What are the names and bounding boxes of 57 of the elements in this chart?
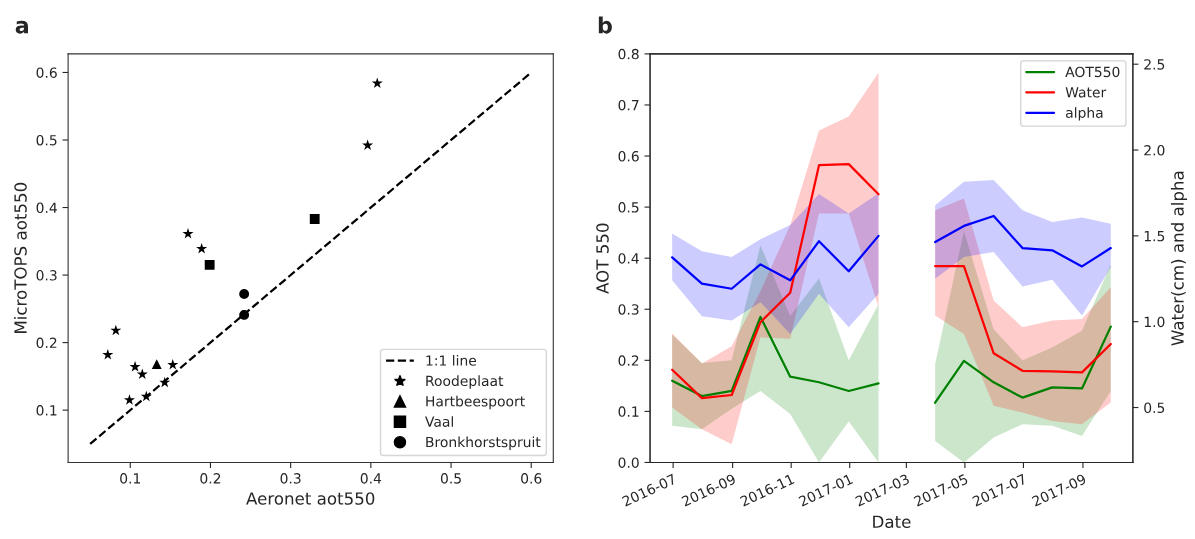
y2-tick-label: 2.5 [1144, 59, 1165, 70]
x-tick-label: 0.4 [360, 473, 382, 484]
x-tick-label: 0.2 [200, 473, 221, 484]
y2-axis-title: Water(cm) and alpha [1170, 171, 1188, 346]
y-tick-label: 0.5 [36, 134, 57, 146]
point [123, 394, 135, 405]
y-tick-label: 0.1 [618, 406, 639, 417]
y-tick-label: 0.8 [618, 48, 639, 60]
legend-label: AOT550 [1065, 66, 1120, 78]
point [362, 139, 374, 151]
y-tick-label: 0.3 [36, 270, 57, 281]
y-tick-label: 0.7 [618, 99, 639, 111]
point [140, 390, 152, 402]
y2-tick-label: 0.5 [1144, 402, 1165, 413]
point [371, 77, 383, 88]
point [239, 310, 250, 320]
point [309, 214, 320, 224]
point [129, 361, 141, 372]
point [136, 368, 148, 380]
point [239, 289, 250, 299]
y2-tick-label: 1.5 [1144, 231, 1165, 242]
y-axis-title: MicroTOPS aot550 [13, 182, 27, 333]
x-tick-label: 0.5 [440, 473, 461, 484]
point [196, 242, 208, 254]
x-tick-label: 0.1 [120, 473, 141, 484]
chart-title: a [15, 20, 28, 34]
legend-label: Vaal [425, 416, 453, 427]
point [167, 359, 179, 370]
y-tick-label: 0.1 [36, 405, 57, 416]
x-tick-label: 0.6 [521, 473, 542, 484]
x-axis-title: Aeronet aot550 [246, 492, 375, 505]
y-tick-label: 0.0 [618, 457, 639, 468]
y-tick-label: 0.3 [618, 304, 639, 315]
point [159, 376, 171, 388]
y-tick-label: 0.5 [618, 202, 639, 213]
y-tick-label: 0.4 [618, 253, 639, 264]
legend-label: alpha [1066, 107, 1103, 121]
legend-label: Water [1065, 87, 1107, 98]
y-tick-label: 0.6 [618, 151, 639, 162]
y-tick-label: 0.2 [36, 337, 57, 349]
legend-label: Bronkhorstspruit [426, 436, 541, 450]
y-axis-title: AOT 550 [596, 223, 609, 294]
x-tick-label: 0.3 [280, 473, 301, 484]
y-tick-label: 0.2 [618, 355, 639, 366]
y-tick-label: 0.4 [36, 202, 57, 214]
legend-label: 1:1 line [426, 354, 477, 366]
legend-label: Hartbeespoort [426, 395, 525, 410]
chart-title: b [598, 16, 612, 34]
y2-tick-label: 2.0 [1144, 145, 1165, 156]
point [151, 359, 162, 370]
point [204, 260, 215, 270]
x-axis-title: Date [873, 515, 911, 529]
point [182, 228, 194, 239]
y-tick-label: 0.6 [36, 67, 57, 78]
point [102, 348, 114, 360]
y2-tick-label: 1.0 [1144, 316, 1165, 328]
legend-label: Roodeplaat [426, 375, 504, 389]
